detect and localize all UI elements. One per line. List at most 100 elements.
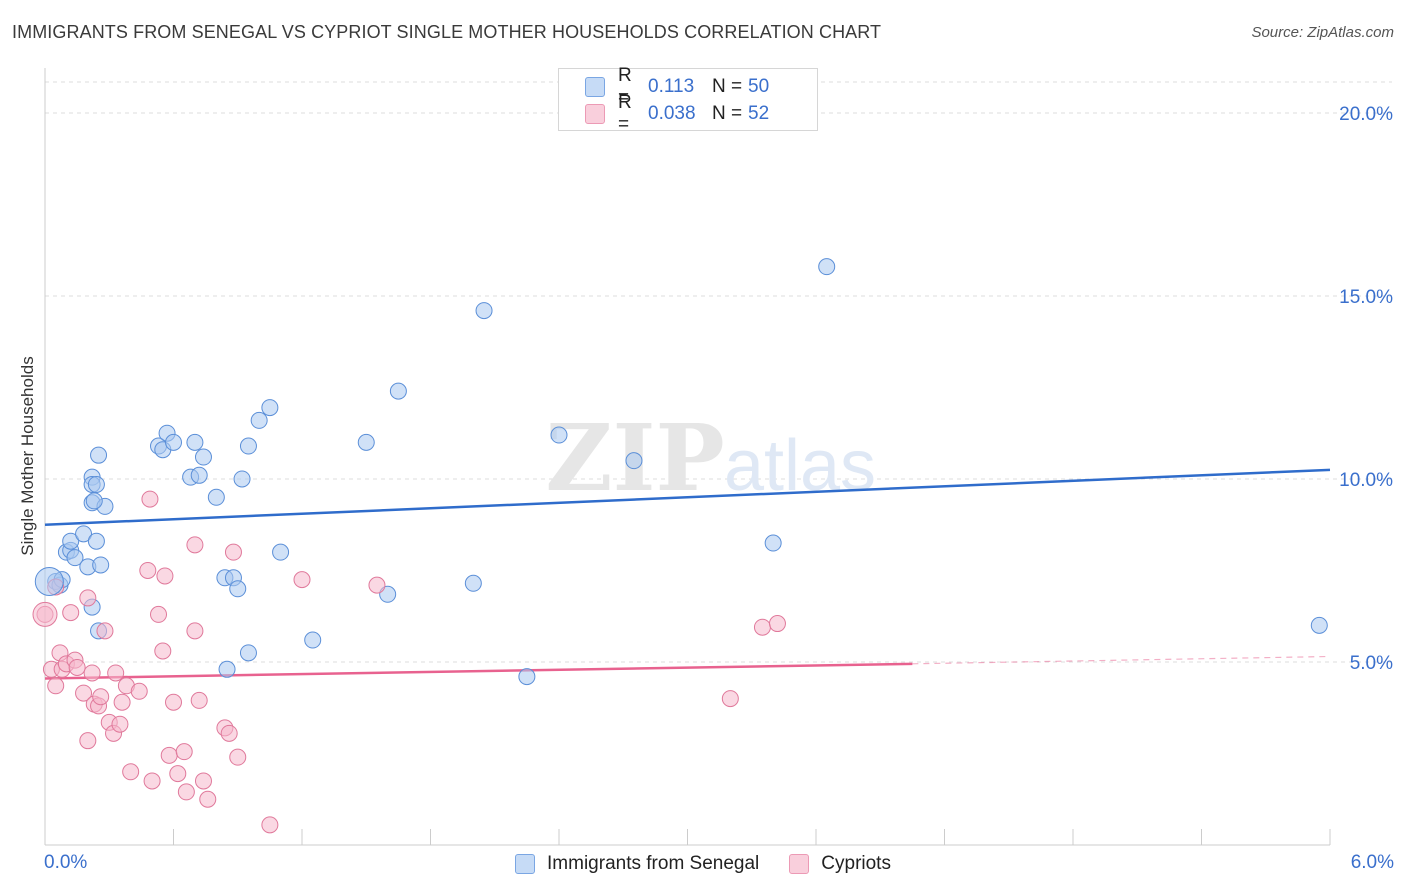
senegal-point: [165, 433, 182, 451]
cypriots-point: [68, 658, 86, 676]
senegal-point: [818, 258, 836, 276]
senegal-point: [87, 532, 105, 550]
senegal-swatch: [585, 77, 605, 97]
senegal-point: [518, 668, 536, 686]
cypriots-point: [721, 690, 739, 708]
cypriots-point: [150, 605, 168, 623]
senegal-point: [1310, 616, 1328, 634]
cypriots-point: [143, 772, 161, 790]
senegal-point: [764, 534, 782, 552]
cypriots-point: [199, 790, 217, 808]
n-value: 52: [748, 103, 770, 124]
trend-line: [44, 662, 913, 680]
cypriots-point: [165, 693, 182, 711]
legend-row-cypriots: R = 0.038 N = 52: [585, 92, 770, 135]
cypriots-point: [75, 684, 93, 702]
y-tick-label: 15.0%: [1339, 287, 1393, 308]
senegal-point: [75, 525, 93, 543]
cypriots-point: [293, 571, 311, 589]
senegal-point: [186, 433, 204, 451]
cypriots-swatch: [585, 104, 605, 124]
cypriots-point: [186, 536, 204, 554]
senegal-point: [190, 466, 208, 484]
senegal-point: [475, 302, 493, 320]
senegal-point: [85, 492, 103, 510]
r-value: 0.038: [648, 103, 696, 124]
legend-item-senegal: Immigrants from Senegal: [515, 853, 759, 875]
x-tick-max: 6.0%: [1350, 852, 1394, 873]
cypriots-point: [92, 688, 110, 706]
senegal-point: [261, 399, 279, 417]
cypriots-point: [130, 682, 148, 700]
cypriots-point: [753, 618, 771, 636]
senegal-point: [233, 470, 251, 488]
cypriots-point-large: [32, 601, 58, 627]
senegal-point: [92, 556, 110, 574]
senegal-point: [550, 426, 568, 444]
n-value: 50: [748, 76, 770, 97]
cypriots-point: [177, 783, 195, 801]
cypriots-point: [83, 664, 101, 682]
senegal-point: [357, 433, 375, 451]
senegal-point: [250, 411, 268, 429]
cypriots-point: [261, 816, 279, 834]
senegal-point: [87, 475, 105, 493]
cypriots-point: [186, 622, 204, 640]
stats-legend: R = 0.113 N = 50 R = 0.038 N = 52: [558, 65, 818, 135]
cypriots-point: [175, 743, 193, 761]
cypriots-point: [194, 772, 212, 790]
cypriots-point: [224, 543, 242, 561]
r-label: R =: [618, 92, 632, 135]
senegal-point: [239, 644, 257, 662]
senegal-point: [90, 446, 108, 464]
cypriots-point: [96, 622, 114, 640]
senegal-point: [218, 660, 236, 678]
cypriots-point: [79, 732, 97, 750]
senegal-point: [464, 574, 482, 592]
legend-item-cypriots: Cypriots: [789, 853, 891, 875]
senegal-point: [625, 452, 643, 470]
cypriots-point: [141, 490, 159, 508]
senegal-point: [62, 532, 80, 550]
senegal-point: [66, 549, 84, 567]
senegal-point-large: [34, 566, 64, 596]
n-label: N =: [712, 103, 743, 124]
cypriots-point: [111, 715, 129, 733]
y-tick-label: 5.0%: [1350, 653, 1393, 674]
cypriots-point: [47, 677, 65, 695]
senegal-point: [194, 448, 212, 466]
y-tick-label: 10.0%: [1339, 470, 1393, 491]
series-legend: Immigrants from Senegal Cypriots: [0, 852, 1406, 876]
cypriots-point: [768, 615, 786, 633]
cypriots-point: [107, 664, 125, 682]
cypriots-point: [139, 561, 157, 579]
r-value: 0.113: [648, 76, 695, 97]
x-tick-min: 0.0%: [44, 852, 88, 873]
trend-line-extension: [912, 655, 1331, 665]
cypriots-point: [169, 765, 187, 783]
legend-row-senegal: R = 0.113 N = 50: [585, 65, 770, 108]
senegal-point: [304, 631, 322, 649]
senegal-point: [272, 543, 290, 561]
cypriots-point: [220, 724, 238, 742]
cypriots-point: [62, 604, 80, 622]
source-note: Source: ZipAtlas.com: [1251, 24, 1394, 41]
senegal-swatch: [515, 854, 536, 874]
senegal-point: [207, 488, 225, 506]
senegal-point: [239, 437, 257, 455]
legend-label-cypriots: Cypriots: [821, 853, 891, 874]
cypriots-point: [156, 567, 174, 585]
n-label: N =: [712, 76, 743, 97]
chart-title: IMMIGRANTS FROM SENEGAL VS CYPRIOT SINGL…: [12, 22, 882, 42]
r-label: R =: [618, 65, 632, 108]
cypriots-point: [368, 576, 386, 594]
senegal-point: [389, 382, 407, 400]
cypriots-swatch: [789, 854, 810, 874]
trend-line: [44, 468, 1331, 526]
cypriots-point: [122, 763, 140, 781]
cypriots-point: [190, 691, 208, 709]
legend-label-senegal: Immigrants from Senegal: [547, 853, 760, 874]
senegal-point: [229, 580, 247, 598]
cypriots-point: [160, 746, 178, 764]
